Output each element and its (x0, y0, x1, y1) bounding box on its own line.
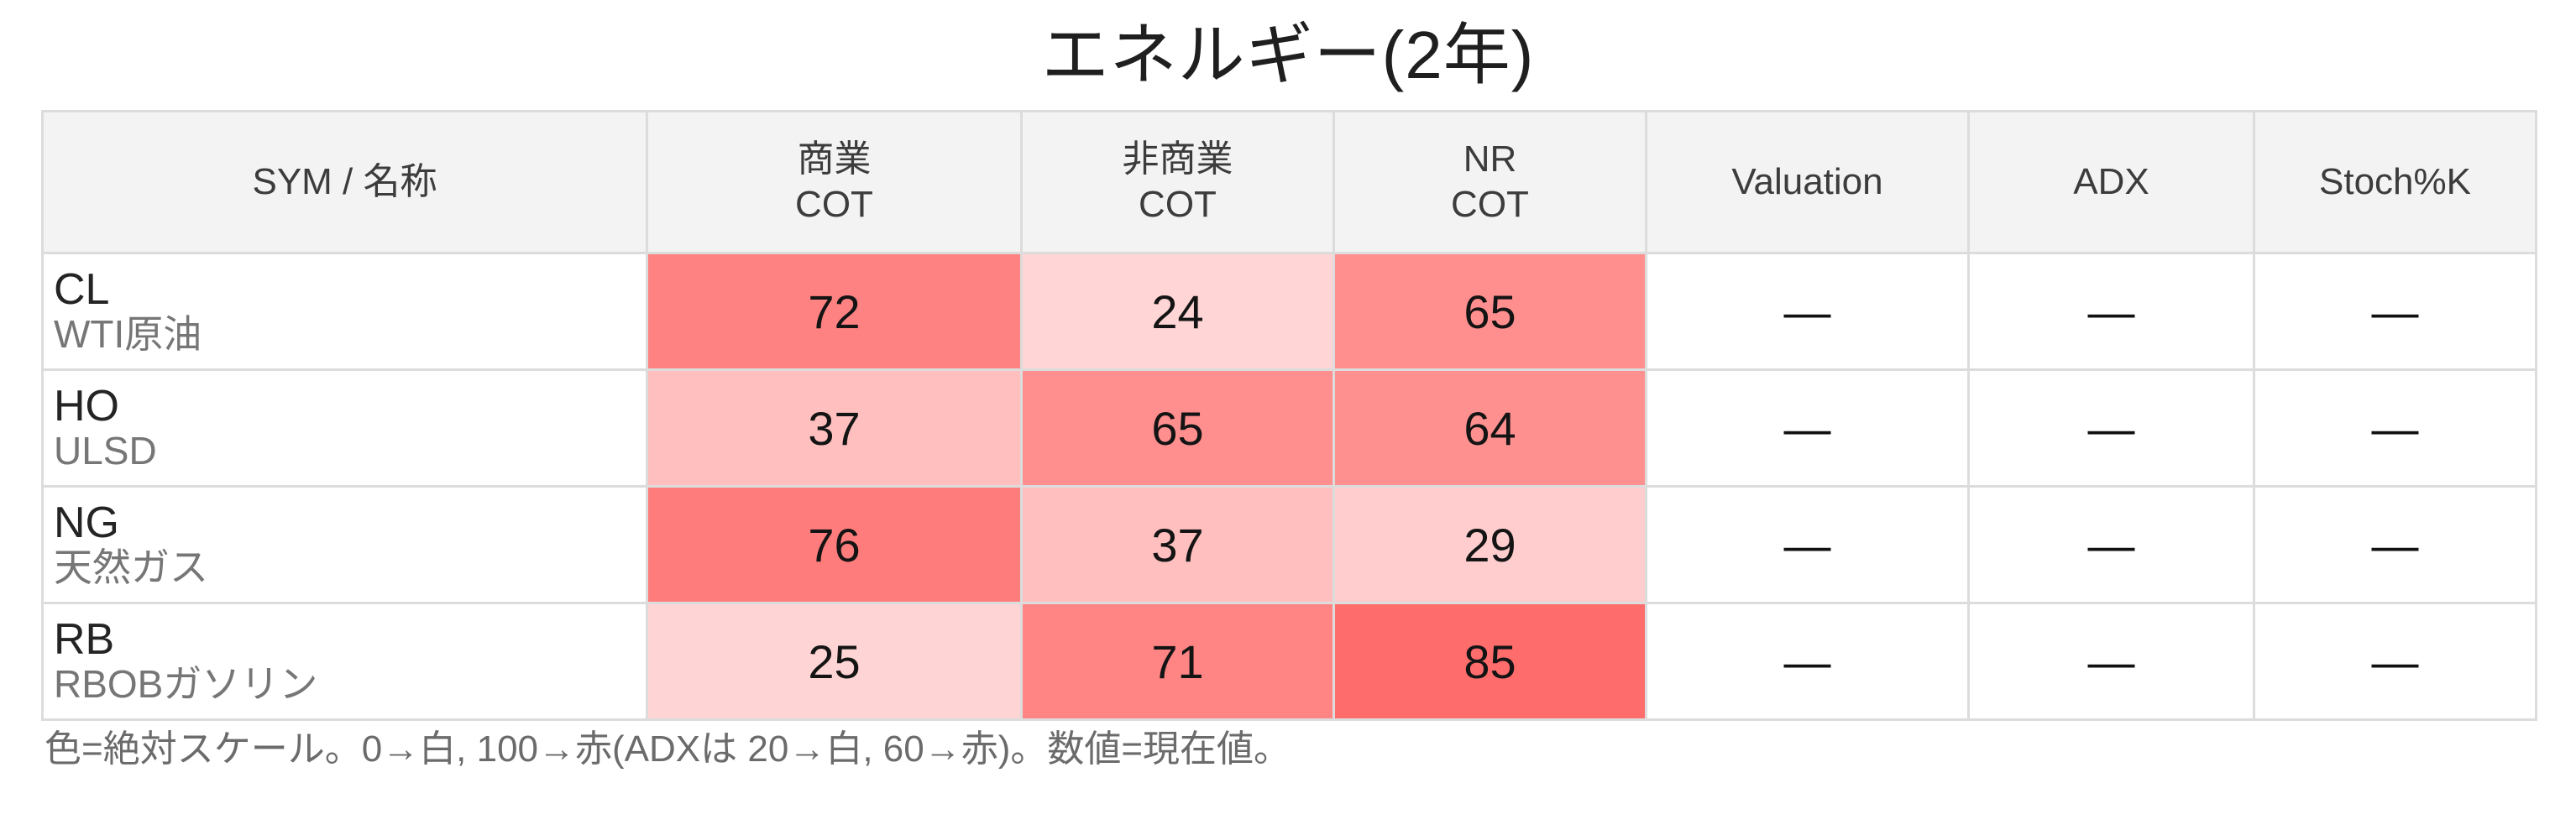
symbol-cell: RB RBOBガソリン (41, 602, 648, 721)
symbol-cell: NG 天然ガス (41, 485, 648, 604)
table-row-cl: CL WTI原油 72 24 65 — — — (41, 252, 2537, 371)
heat-cell: 29 (1333, 485, 1647, 604)
empty-value-cell: — (1645, 368, 1970, 488)
color-scale-footnote: 色=絶対スケール。0→白, 100→赤(ADXは 20→白, 60→赤)。数値=… (45, 728, 1291, 770)
heat-cell: 65 (1333, 252, 1647, 371)
empty-value-cell: — (1967, 485, 2255, 604)
empty-value-cell: — (1645, 485, 1970, 604)
symbol-label: RB (54, 614, 115, 664)
symbol-label: CL (54, 264, 110, 314)
instrument-name-label: RBOBガソリン (54, 661, 318, 706)
empty-value-cell: — (2253, 252, 2537, 371)
symbol-label: HO (54, 381, 119, 431)
col-header-sym-name: SYM / 名称 (41, 110, 648, 254)
empty-value-cell: — (2253, 602, 2537, 721)
heat-cell: 85 (1333, 602, 1647, 721)
empty-value-cell: — (2253, 368, 2537, 488)
table-row-ng: NG 天然ガス 76 37 29 — — — (41, 485, 2537, 604)
heat-cell: 25 (646, 602, 1023, 721)
empty-value-cell: — (1645, 252, 1970, 371)
energy-table: SYM / 名称 商業 COT 非商業 COT NR COT Valuation… (41, 110, 2537, 721)
heat-cell: 72 (646, 252, 1023, 371)
empty-value-cell: — (1645, 602, 1970, 721)
symbol-cell: CL WTI原油 (41, 252, 648, 371)
table-row-rb: RB RBOBガソリン 25 71 85 — — — (41, 602, 2537, 721)
instrument-name-label: ULSD (54, 428, 157, 472)
col-header-commercial-cot: 商業 COT (646, 110, 1023, 254)
col-header-noncommercial-cot: 非商業 COT (1020, 110, 1335, 254)
instrument-name-label: 天然ガス (54, 545, 208, 589)
col-header-adx: ADX (1967, 110, 2255, 254)
heat-cell: 64 (1333, 368, 1647, 488)
empty-value-cell: — (1967, 602, 2255, 721)
empty-value-cell: — (2253, 485, 2537, 604)
col-header-nr-cot: NR COT (1333, 110, 1647, 254)
heat-cell: 71 (1020, 602, 1335, 721)
heat-cell: 76 (646, 485, 1023, 604)
symbol-cell: HO ULSD (41, 368, 648, 488)
instrument-name-label: WTI原油 (54, 311, 202, 356)
empty-value-cell: — (1967, 368, 2255, 488)
heat-cell: 65 (1020, 368, 1335, 488)
page-title: エネルギー(2年) (1041, 18, 1535, 92)
table-row-ho: HO ULSD 37 65 64 — — — (41, 368, 2537, 488)
col-header-valuation: Valuation (1645, 110, 1970, 254)
heat-cell: 24 (1020, 252, 1335, 371)
empty-value-cell: — (1967, 252, 2255, 371)
heat-cell: 37 (646, 368, 1023, 488)
symbol-label: NG (54, 498, 119, 547)
col-header-stochk: Stoch%K (2253, 110, 2537, 254)
heat-cell: 37 (1020, 485, 1335, 604)
header-row: SYM / 名称 商業 COT 非商業 COT NR COT Valuation… (41, 110, 2537, 254)
